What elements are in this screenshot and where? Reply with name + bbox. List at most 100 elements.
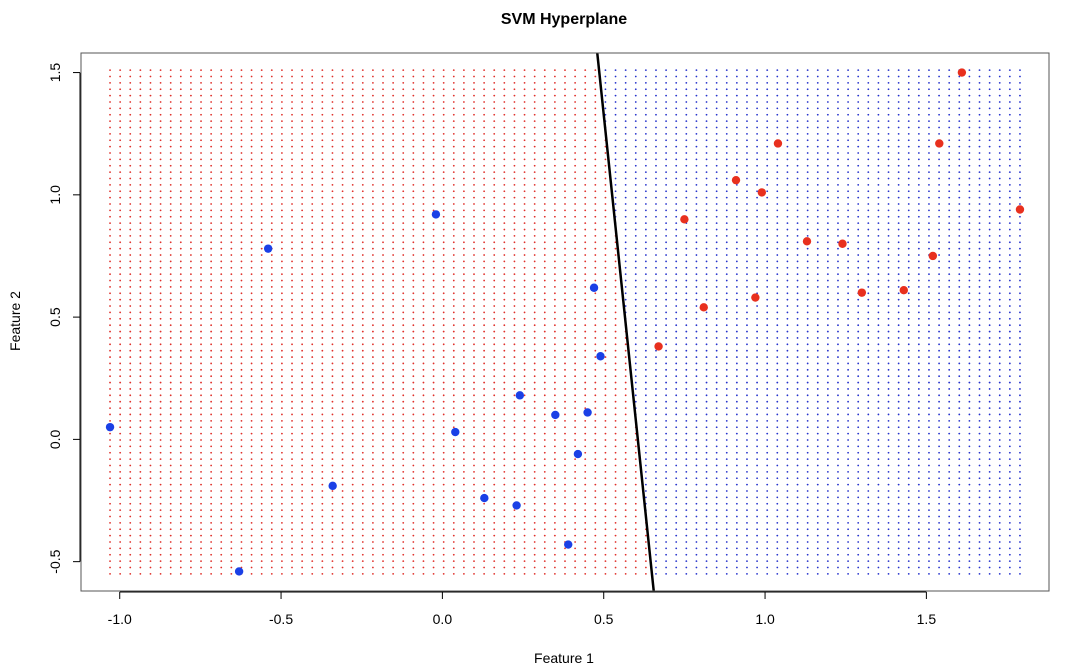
- grid-point: [240, 107, 243, 110]
- grid-point: [412, 343, 415, 346]
- grid-point: [614, 254, 617, 256]
- grid-point: [543, 458, 546, 460]
- grid-point: [351, 560, 354, 563]
- grid-point: [109, 286, 111, 288]
- grid-point: [372, 69, 374, 72]
- grid-point: [372, 209, 374, 212]
- grid-point: [493, 164, 496, 167]
- grid-point: [240, 228, 243, 231]
- grid-point: [361, 190, 364, 193]
- grid-point: [210, 419, 213, 422]
- grid-point: [493, 235, 496, 237]
- grid-point: [190, 490, 192, 492]
- grid-point: [109, 330, 111, 333]
- grid-point: [321, 419, 324, 422]
- grid-point: [240, 426, 243, 429]
- grid-point: [634, 394, 637, 397]
- grid-point: [695, 305, 698, 307]
- grid-point: [351, 419, 354, 422]
- grid-point: [139, 241, 142, 244]
- grid-point: [564, 324, 566, 327]
- grid-point: [523, 279, 526, 282]
- grid-point: [351, 483, 354, 486]
- grid-point: [301, 254, 304, 256]
- grid-point: [614, 164, 617, 167]
- grid-point: [685, 139, 688, 142]
- grid-point: [452, 400, 455, 403]
- grid-point: [179, 528, 182, 531]
- grid-point: [574, 273, 577, 276]
- grid-point: [543, 152, 546, 154]
- grid-point: [614, 158, 617, 161]
- grid-point: [493, 356, 496, 358]
- grid-point: [260, 400, 263, 403]
- grid-point: [574, 432, 577, 435]
- grid-point: [624, 126, 627, 129]
- grid-point: [715, 400, 718, 403]
- grid-point: [382, 356, 384, 358]
- grid-point: [321, 107, 324, 110]
- grid-point: [109, 88, 111, 91]
- grid-point: [473, 120, 475, 123]
- grid-point: [432, 139, 435, 142]
- grid-point: [503, 132, 506, 135]
- grid-point: [331, 241, 334, 244]
- grid-point: [675, 572, 678, 575]
- grid-point: [361, 560, 364, 563]
- grid-point: [159, 184, 162, 186]
- grid-point: [361, 184, 364, 186]
- grid-point: [250, 419, 253, 422]
- grid-point: [553, 400, 556, 403]
- grid-point: [432, 203, 435, 205]
- grid-point: [483, 132, 486, 135]
- grid-point: [179, 177, 182, 180]
- grid-point: [351, 279, 354, 282]
- grid-point: [361, 75, 364, 78]
- grid-point: [270, 184, 273, 186]
- grid-point: [129, 196, 132, 199]
- grid-point: [149, 101, 152, 103]
- grid-point: [240, 184, 243, 186]
- grid-point: [503, 113, 506, 116]
- grid-point: [685, 483, 688, 486]
- grid-point: [624, 521, 627, 524]
- grid-point: [483, 413, 486, 416]
- grid-point: [270, 286, 273, 288]
- grid-point: [361, 324, 364, 327]
- grid-point: [614, 464, 617, 467]
- grid-point: [210, 203, 213, 205]
- grid-point: [260, 247, 263, 250]
- grid-point: [311, 279, 314, 282]
- grid-point: [644, 451, 647, 454]
- grid-point: [260, 158, 263, 161]
- grid-point: [129, 445, 132, 448]
- grid-point: [533, 279, 536, 282]
- grid-point: [240, 266, 243, 269]
- grid-point: [372, 547, 374, 550]
- grid-point: [331, 375, 334, 378]
- grid-point: [463, 69, 465, 72]
- grid-point: [655, 521, 657, 524]
- grid-point: [361, 247, 364, 250]
- grid-point: [422, 132, 425, 135]
- grid-point: [705, 337, 708, 339]
- grid-point: [109, 534, 111, 537]
- grid-point: [220, 177, 223, 180]
- grid-point: [735, 439, 738, 441]
- grid-point: [331, 81, 334, 84]
- grid-point: [442, 426, 445, 429]
- grid-point: [675, 298, 678, 301]
- grid-point: [564, 368, 566, 371]
- grid-point: [291, 292, 293, 295]
- grid-point: [341, 337, 344, 339]
- grid-point: [260, 407, 263, 409]
- grid-point: [159, 266, 162, 269]
- grid-point: [624, 286, 627, 288]
- grid-point: [432, 419, 435, 422]
- grid-point: [129, 534, 132, 537]
- grid-point: [412, 477, 415, 480]
- grid-point: [341, 298, 344, 301]
- grid-point: [442, 381, 445, 384]
- grid-point: [584, 490, 587, 492]
- grid-point: [695, 266, 698, 269]
